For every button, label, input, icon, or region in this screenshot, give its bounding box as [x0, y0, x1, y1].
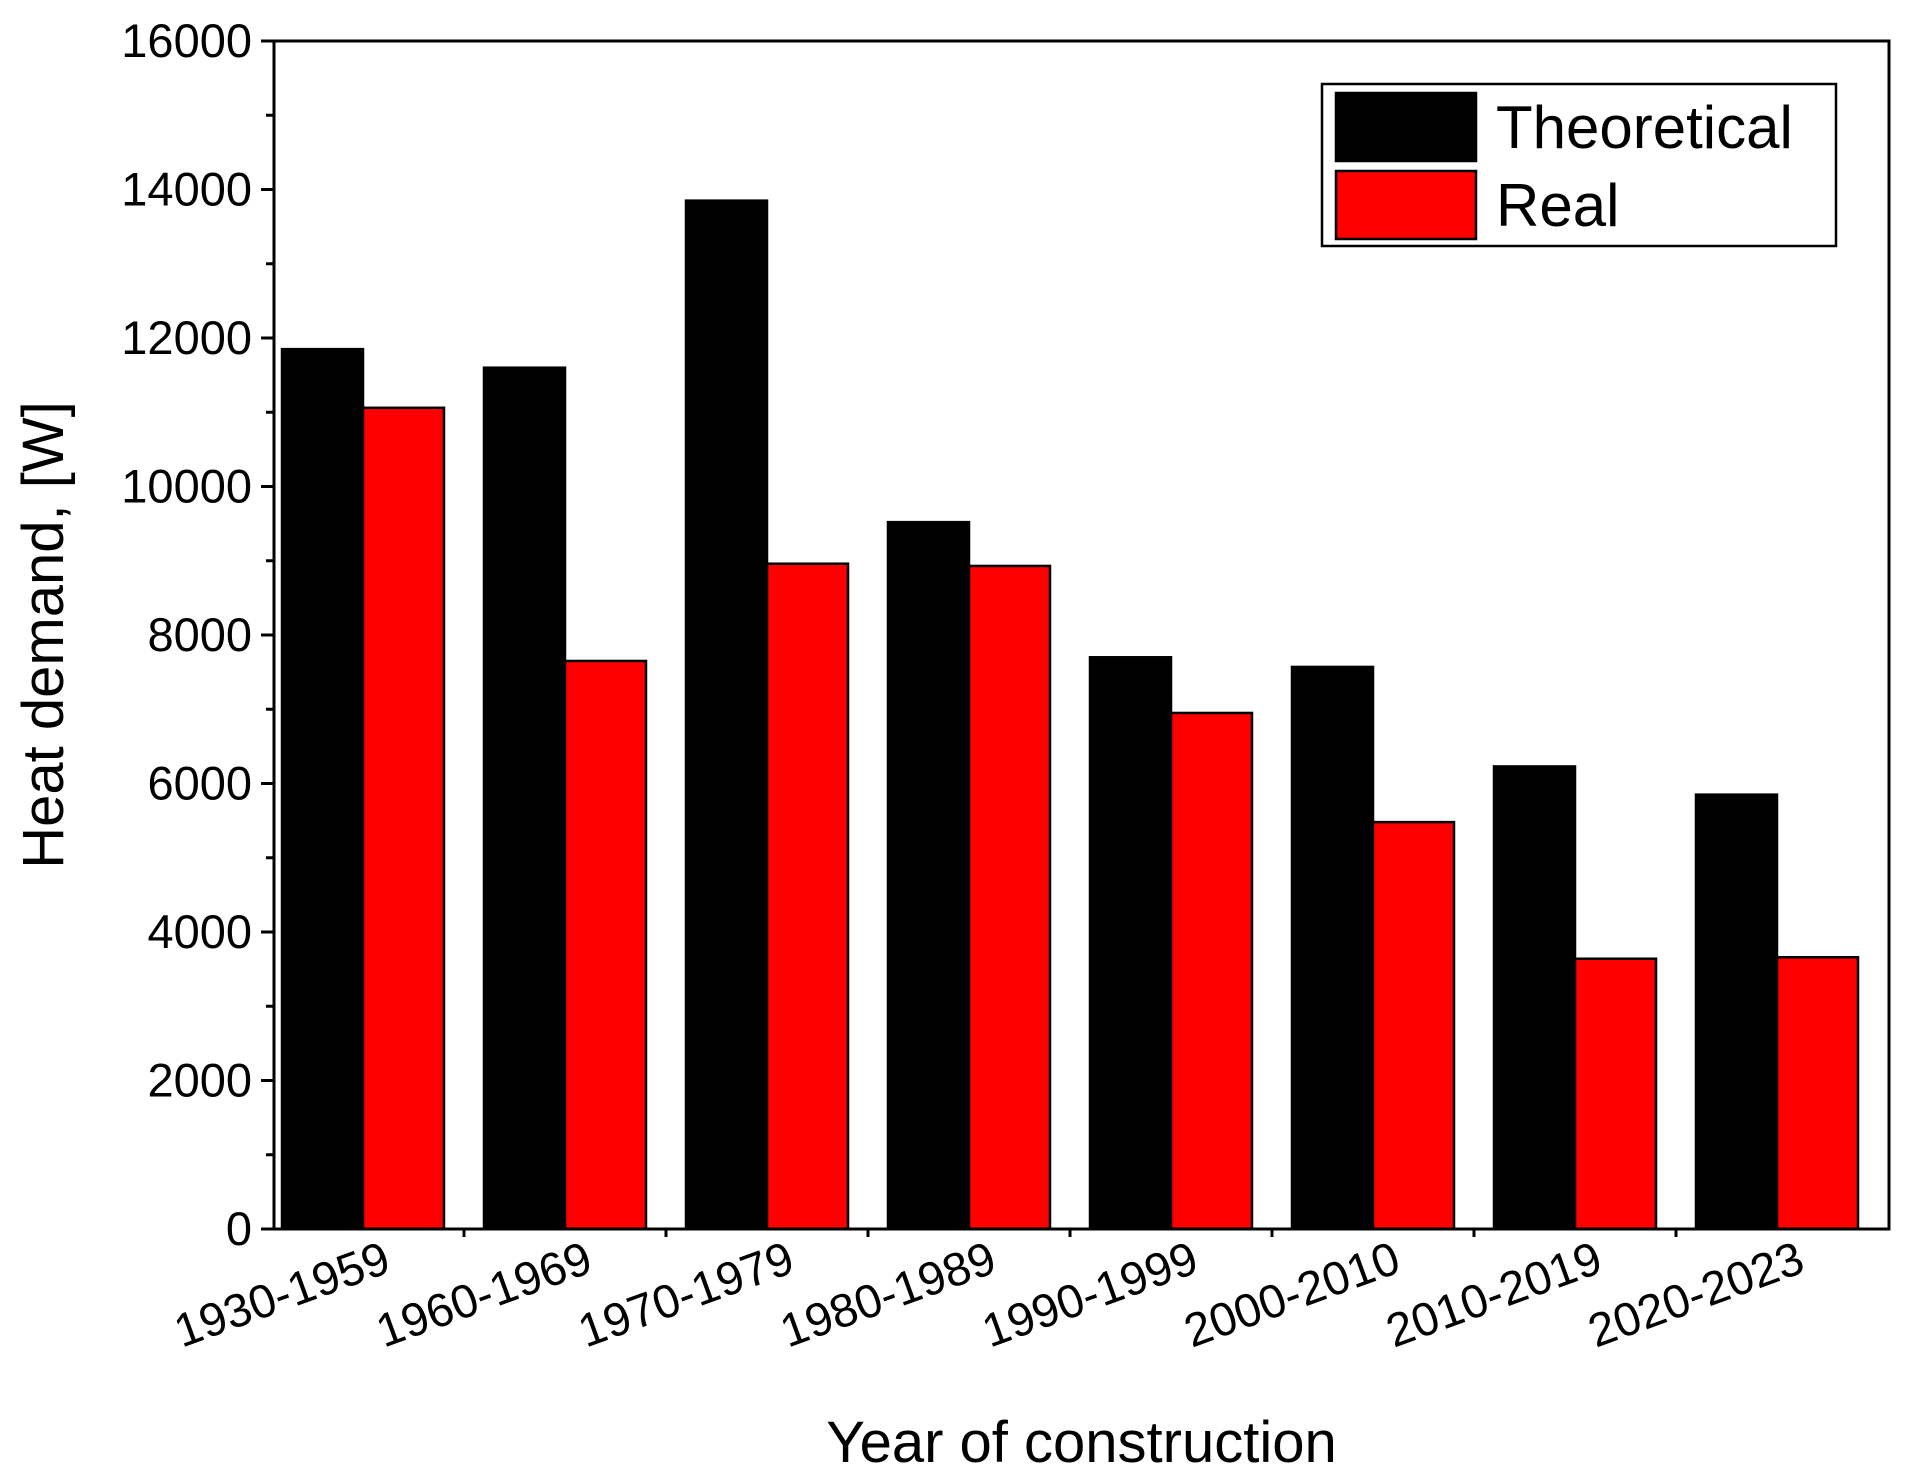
- y-tick-label: 16000: [121, 14, 252, 67]
- y-tick-label: 0: [226, 1202, 252, 1255]
- bar-real-2010-2019: [1573, 957, 1658, 1231]
- axes-layer: [261, 39, 1891, 1237]
- y-axis-title: Heat demand, [W]: [11, 401, 76, 868]
- bar-theoretical-2000-2010: [1290, 665, 1375, 1231]
- x-axis-title: Year of construction: [826, 1410, 1337, 1475]
- legend: Theoretical Real: [1320, 82, 1838, 248]
- bar-theoretical-1990-1999: [1088, 656, 1173, 1231]
- y-tick-label: 4000: [147, 905, 252, 958]
- bar-theoretical-1980-1989: [886, 520, 971, 1231]
- bar-real-1960-1969: [563, 659, 648, 1231]
- legend-swatch-real: [1334, 169, 1478, 241]
- legend-label-theoretical: Theoretical: [1496, 94, 1793, 161]
- bars-layer: [280, 199, 1860, 1231]
- bar-theoretical-1960-1969: [482, 366, 567, 1231]
- x-category-label: 1960-1969: [369, 1231, 598, 1358]
- bar-real-1930-1959: [361, 406, 446, 1231]
- x-category-label: 1930-1959: [167, 1231, 396, 1358]
- bar-real-2020-2023: [1775, 955, 1860, 1231]
- y-tick-label: 14000: [121, 163, 252, 216]
- bar-real-1970-1979: [765, 562, 850, 1231]
- y-tick-label: 6000: [147, 757, 252, 810]
- bar-theoretical-1970-1979: [684, 199, 769, 1231]
- x-category-label: 1990-1999: [975, 1231, 1204, 1358]
- bar-theoretical-1930-1959: [280, 347, 365, 1231]
- bar-real-1990-1999: [1169, 711, 1254, 1231]
- legend-swatch-theoretical: [1334, 91, 1478, 163]
- y-tick-label: 2000: [147, 1054, 252, 1107]
- bar-real-2000-2010: [1371, 820, 1456, 1231]
- bar-real-1980-1989: [967, 564, 1052, 1231]
- bar-theoretical-2020-2023: [1694, 793, 1779, 1231]
- y-tick-label: 10000: [121, 460, 252, 513]
- x-category-label: 1970-1979: [571, 1231, 800, 1358]
- y-tick-label: 12000: [121, 311, 252, 364]
- x-category-label: 1980-1989: [773, 1231, 1002, 1358]
- x-category-label: 2020-2023: [1581, 1231, 1810, 1358]
- y-tick-label: 8000: [147, 608, 252, 661]
- x-category-label: 2000-2010: [1177, 1231, 1406, 1358]
- x-category-label: 2010-2019: [1379, 1231, 1608, 1358]
- bar-theoretical-2010-2019: [1492, 765, 1577, 1231]
- legend-label-real: Real: [1496, 172, 1619, 239]
